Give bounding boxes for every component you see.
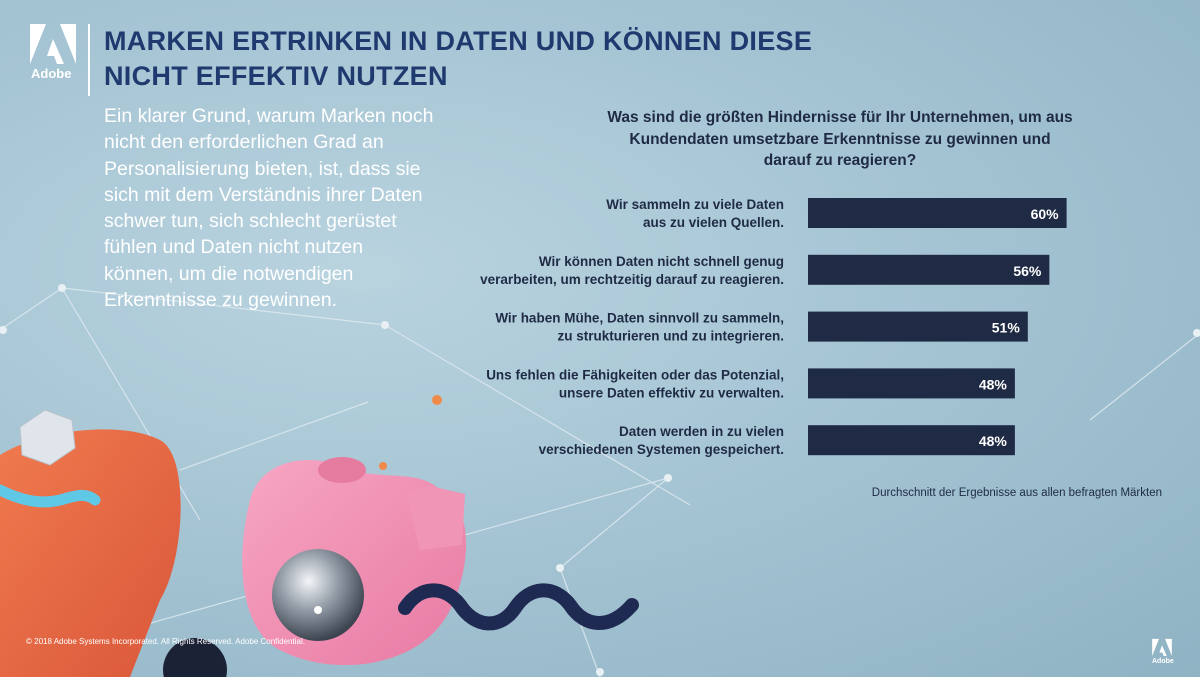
adobe-logo-small-icon <box>1152 638 1172 656</box>
chart-title-line: darauf zu reagieren? <box>763 152 917 169</box>
intro-line: Ein klarer Grund, warum Marken noch <box>104 105 434 127</box>
intro-line: Personalisierung bieten, ist, dass sie <box>104 157 421 180</box>
category-label: unsere Daten effektiv zu verwalten. <box>559 385 784 400</box>
title-divider <box>88 24 90 96</box>
bar-value-label: 60% <box>1031 206 1060 222</box>
category-label: Daten werden in zu vielen <box>619 424 784 439</box>
chart-title-line: Was sind die größten Hindernisse für Ihr… <box>607 109 1073 126</box>
bar-value-label: 56% <box>1013 263 1042 279</box>
bar-2 <box>808 254 1050 285</box>
bar-value-label: 51% <box>992 320 1021 336</box>
adobe-wordmark: Adobe <box>31 66 72 81</box>
title-line: NICHT EFFEKTIV NUTZEN <box>104 61 448 91</box>
intro-line: schwer tun, sich schlecht gerüstet <box>104 210 397 233</box>
intro-line: Erkenntnisse zu gewinnen. <box>104 289 338 312</box>
intro-text: Ein klarer Grund, warum Marken noch nich… <box>104 103 484 313</box>
category-label: verarbeiten, um rechtzeitig darauf zu re… <box>480 272 784 287</box>
bar-3 <box>808 311 1028 342</box>
chart-footnote: Durchschnitt der Ergebnisse aus allen be… <box>871 487 1162 499</box>
bar-4 <box>808 368 1015 399</box>
bar-5 <box>808 425 1015 456</box>
chart-title: Was sind die größten Hindernisse für Ihr… <box>560 107 1120 172</box>
bar-value-label: 48% <box>979 433 1008 449</box>
category-label: Wir sammeln zu viele Daten <box>606 197 784 212</box>
category-label: verschiedenen Systemen gespeichert. <box>539 442 784 457</box>
chart-title-line: Kundendaten umsetzbare Erkenntnisse zu g… <box>629 130 1051 148</box>
category-label: zu strukturieren und zu integrieren. <box>557 329 784 344</box>
category-label: Wir können Daten nicht schnell genug <box>539 254 784 269</box>
adobe-wordmark-small: Adobe <box>1152 658 1174 665</box>
category-label: Uns fehlen die Fähigkeiten oder das Pote… <box>486 367 784 382</box>
intro-line: können, um die notwendigen <box>104 262 354 285</box>
adobe-logo-icon <box>30 24 76 64</box>
category-label: Wir haben Mühe, Daten sinnvoll zu sammel… <box>495 311 784 326</box>
intro-line: sich mit dem Verständnis ihrer Daten <box>104 183 423 206</box>
page-title: MARKEN ERTRINKEN IN DATEN UND KÖNNEN DIE… <box>104 24 864 94</box>
copyright-notice: © 2018 Adobe Systems Incorporated. All R… <box>26 637 305 646</box>
bar-value-label: 48% <box>979 376 1008 392</box>
title-line: MARKEN ERTRINKEN IN DATEN UND KÖNNEN DIE… <box>104 26 813 56</box>
bar-1 <box>808 198 1067 228</box>
intro-line: nicht den erforderlichen Grad an <box>104 131 384 154</box>
intro-line: fühlen und Daten nicht nutzen <box>104 236 364 259</box>
category-label: aus zu vielen Quellen. <box>643 215 784 230</box>
